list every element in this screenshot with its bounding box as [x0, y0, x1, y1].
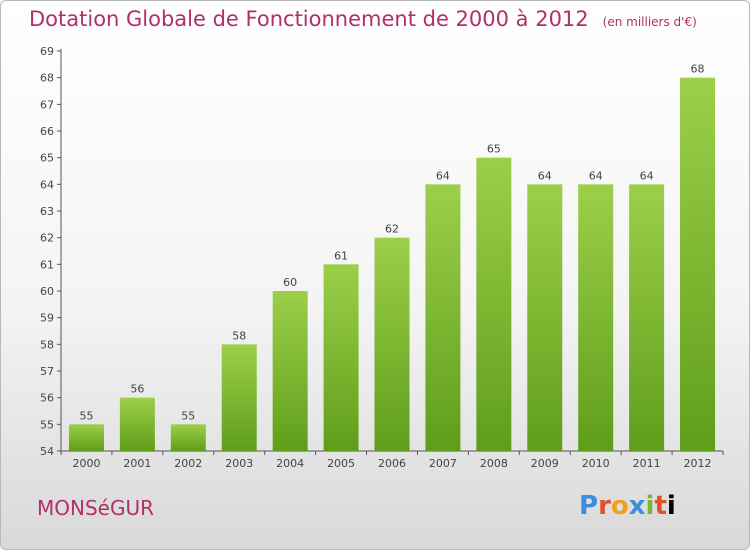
bar-value-label: 62: [385, 223, 399, 236]
city-name: MONSéGUR: [37, 496, 154, 520]
bar-value-label: 58: [232, 329, 246, 342]
bar-value-label: 65: [487, 143, 501, 156]
logo-letter: r: [598, 491, 611, 521]
y-tick-label: 56: [40, 392, 54, 405]
y-tick-label: 58: [40, 338, 54, 351]
x-tick-label: 2003: [225, 457, 253, 470]
x-tick-label: 2010: [582, 457, 610, 470]
bar: [68, 424, 104, 451]
chart-unit-label: (en milliers d'€): [602, 15, 697, 29]
logo-letter: i: [645, 491, 655, 521]
bar-value-label: 64: [640, 169, 654, 182]
x-tick-label: 2004: [276, 457, 304, 470]
bar-value-label: 60: [283, 276, 297, 289]
bar: [170, 424, 206, 451]
y-tick-label: 57: [40, 365, 54, 378]
y-tick-label: 66: [40, 125, 54, 138]
x-tick-label: 2012: [684, 457, 712, 470]
logo-letter: o: [610, 491, 629, 521]
bars: 55 56 55 58 60 61 62 64 65 64 64 64 68: [68, 63, 716, 452]
logo-letter: t: [654, 491, 667, 521]
bar: [221, 344, 257, 451]
y-tick-label: 62: [40, 232, 54, 245]
x-tick-label: 2007: [429, 457, 457, 470]
chart-title-text: Dotation Globale de Fonctionnement de 20…: [29, 7, 589, 31]
x-tick-label: 2011: [633, 457, 661, 470]
bar: [476, 157, 512, 451]
x-tick-label: 2008: [480, 457, 508, 470]
bar: [323, 264, 359, 451]
logo-letter: P: [579, 491, 599, 521]
x-tick-label: 2009: [531, 457, 559, 470]
bar-value-label: 56: [130, 383, 144, 396]
bar: [578, 184, 614, 452]
bar: [374, 237, 410, 451]
bar: [425, 184, 461, 452]
logo-letter: x: [628, 491, 646, 521]
bar: [119, 397, 155, 451]
proxiti-logo[interactable]: Proxiti: [579, 491, 676, 521]
y-tick-label: 68: [40, 72, 54, 85]
y-tick-label: 60: [40, 285, 54, 298]
x-tick-label: 2000: [72, 457, 100, 470]
y-tick-label: 61: [40, 258, 54, 271]
bar-value-label: 61: [334, 249, 348, 262]
bar-value-label: 64: [589, 169, 603, 182]
y-tick-label: 65: [40, 152, 54, 165]
x-tick-label: 2002: [174, 457, 202, 470]
bar-value-label: 64: [538, 169, 552, 182]
y-tick-label: 54: [40, 445, 54, 458]
y-tick-label: 67: [40, 98, 54, 111]
y-tick-label: 63: [40, 205, 54, 218]
logo-letter: i: [666, 491, 676, 521]
bar-value-label: 64: [436, 169, 450, 182]
bar: [527, 184, 563, 452]
y-tick-label: 55: [40, 418, 54, 431]
chart-title: Dotation Globale de Fonctionnement de 20…: [29, 7, 697, 31]
x-tick-label: 2006: [378, 457, 406, 470]
bar-value-label: 68: [691, 63, 705, 76]
x-tick-label: 2001: [123, 457, 151, 470]
axes: 54 55 56 57 58 59 60 61 62 63 64 65 66 67 68 69 2000 2001…: [40, 45, 724, 470]
bar: [272, 291, 308, 451]
y-tick-label: 59: [40, 312, 54, 325]
bar: [680, 77, 716, 452]
bar: [629, 184, 665, 452]
y-tick-label: 64: [40, 178, 54, 191]
bar-value-label: 55: [181, 409, 195, 422]
bar-value-label: 55: [79, 409, 93, 422]
x-tick-label: 2005: [327, 457, 355, 470]
y-tick-label: 69: [40, 45, 54, 58]
